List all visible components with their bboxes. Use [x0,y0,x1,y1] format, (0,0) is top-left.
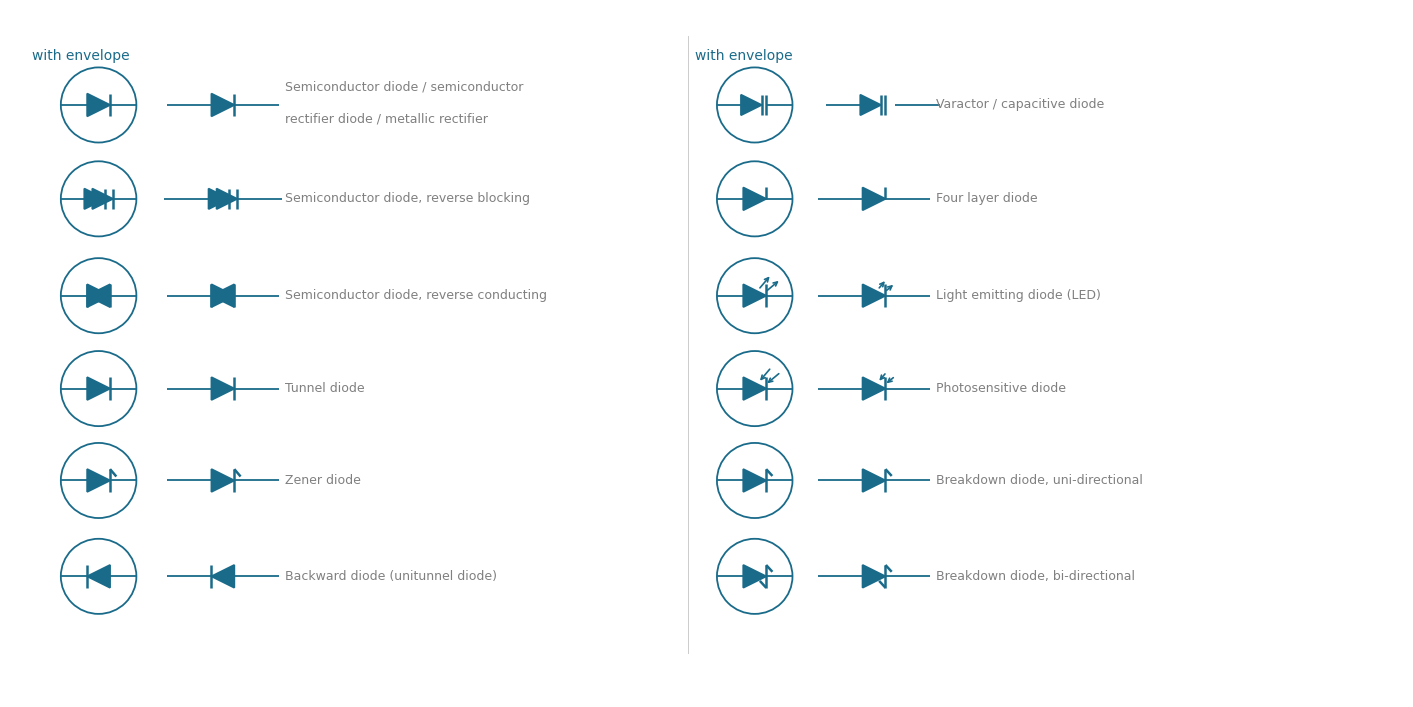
Text: Tunnel diode: Tunnel diode [284,382,365,395]
Text: Four layer diode: Four layer diode [935,192,1037,205]
Polygon shape [743,378,766,400]
Text: Semiconductor diode, reverse conducting: Semiconductor diode, reverse conducting [284,289,547,302]
Polygon shape [212,284,235,307]
Polygon shape [862,469,886,492]
Text: with envelope: with envelope [695,49,793,63]
Polygon shape [743,187,766,210]
Polygon shape [743,565,766,588]
Polygon shape [209,189,229,209]
Polygon shape [740,95,762,115]
Polygon shape [212,93,235,117]
Text: Photosensitive diode: Photosensitive diode [935,382,1065,395]
Polygon shape [861,95,880,115]
Polygon shape [743,284,766,307]
Text: with envelope: with envelope [32,49,130,63]
Polygon shape [88,284,110,307]
Polygon shape [862,378,886,400]
Polygon shape [212,284,235,307]
Polygon shape [88,469,110,492]
Text: Zener diode: Zener diode [284,474,360,487]
Polygon shape [92,189,113,209]
Polygon shape [212,565,235,588]
Text: Backward diode (unitunnel diode): Backward diode (unitunnel diode) [284,570,496,583]
Text: Semiconductor diode, reverse blocking: Semiconductor diode, reverse blocking [284,192,530,205]
Polygon shape [216,189,237,209]
Text: Varactor / capacitive diode: Varactor / capacitive diode [935,98,1104,112]
Text: Breakdown diode, bi-directional: Breakdown diode, bi-directional [935,570,1135,583]
Text: Breakdown diode, uni-directional: Breakdown diode, uni-directional [935,474,1143,487]
Polygon shape [743,469,766,492]
Polygon shape [88,378,110,400]
Polygon shape [862,565,886,588]
Polygon shape [212,469,235,492]
Polygon shape [212,378,235,400]
Text: Semiconductor diode / semiconductor: Semiconductor diode / semiconductor [284,80,523,93]
Text: Light emitting diode (LED): Light emitting diode (LED) [935,289,1101,302]
Polygon shape [85,189,105,209]
Polygon shape [88,284,110,307]
Polygon shape [862,187,886,210]
Text: rectifier diode / metallic rectifier: rectifier diode / metallic rectifier [284,113,487,126]
Polygon shape [88,565,110,588]
Polygon shape [862,284,886,307]
Polygon shape [88,93,110,117]
